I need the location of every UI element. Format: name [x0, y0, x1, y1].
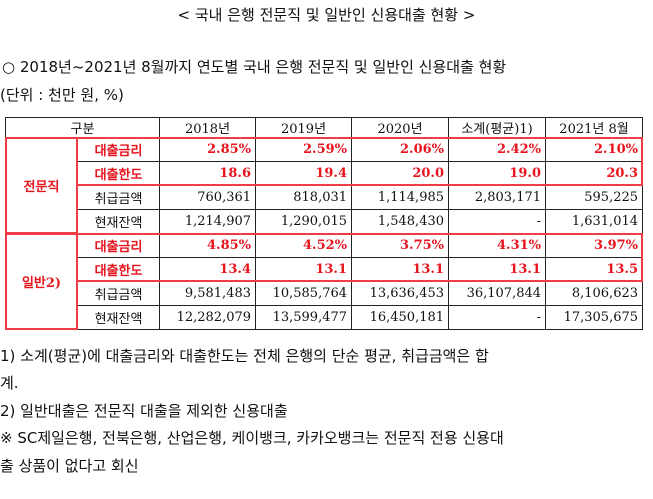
row-label: 대출한도	[76, 161, 161, 186]
table-cell: 2.10%	[545, 137, 644, 162]
row-label: 대출금리	[76, 233, 161, 258]
table-cell: 19.0	[448, 161, 547, 186]
footnote-1: 1) 소계(평균)에 대출금리와 대출한도는 전체 은행의 단순 평균, 취급금…	[0, 347, 489, 365]
header-2020: 2020년	[351, 117, 450, 138]
table-cell: 1,631,014	[545, 209, 644, 234]
table-row: 취급금액 9,581,483 10,585,764 13,636,453 36,107,…	[6, 281, 644, 306]
table-cell: 1,114,985	[351, 185, 450, 210]
table-cell: 13,636,453	[351, 281, 450, 306]
row-label: 대출한도	[76, 257, 161, 282]
row-label: 현재잔액	[76, 209, 161, 234]
table-cell: 20.3	[545, 161, 644, 186]
group-label: 전문직	[5, 137, 78, 234]
table-cell: 20.0	[351, 161, 450, 186]
table-cell: 13.4	[159, 257, 257, 282]
table-cell: 4.31%	[448, 233, 547, 258]
group-label: 일반2)	[5, 233, 78, 330]
table-cell: 13.1	[448, 257, 547, 282]
row-label: 대출금리	[76, 137, 161, 162]
table-row: 대출한도 18.6 19.4 20.0 19.0 20.3	[6, 161, 644, 186]
loan-table: 구분 2018년 2019년 2020년 소계(평균)1) 2021년 8월 전…	[4, 117, 644, 330]
header-category: 구분	[4, 117, 161, 138]
table-cell: 16,450,181	[351, 305, 450, 330]
table-row: 대출한도 13.4 13.1 13.1 13.1 13.5	[6, 257, 644, 282]
table-cell: 13,599,477	[255, 305, 353, 330]
footnote-2: 2) 일반대출은 전문직 대출을 제외한 신용대출	[0, 402, 288, 420]
table-cell: 2.85%	[159, 137, 257, 162]
footnote-1-cont: 계.	[0, 374, 19, 392]
header-2018: 2018년	[159, 117, 257, 138]
footnote-3: ※ SC제일은행, 전북은행, 산업은행, 케이뱅크, 카카오뱅크는 전문직 전…	[0, 429, 504, 447]
table-cell: -	[448, 305, 547, 330]
header-2019: 2019년	[255, 117, 353, 138]
table-row: 전문직 대출금리 2.85% 2.59% 2.06% 2.42% 2.10%	[5, 137, 644, 234]
table-cell: 36,107,844	[448, 281, 547, 306]
table-cell: 4.85%	[159, 233, 257, 258]
table-cell: 12,282,079	[159, 305, 257, 330]
table-cell: 13.5	[545, 257, 644, 282]
row-label: 취급금액	[76, 281, 161, 306]
table-cell: 1,290,015	[255, 209, 353, 234]
table-cell: 2.06%	[351, 137, 450, 162]
table-cell: 4.52%	[255, 233, 353, 258]
table-cell: 2,803,171	[448, 185, 547, 210]
table-cell: 1,214,907	[159, 209, 257, 234]
footnote-3-cont: 출 상품이 없다고 회신	[0, 457, 139, 475]
table-cell: 595,225	[545, 185, 644, 210]
table-row: 현재잔액 1,214,907 1,290,015 1,548,430-1,631,01…	[6, 209, 644, 234]
table-cell: 13.1	[351, 257, 450, 282]
table-cell: 1,548,430	[351, 209, 450, 234]
table-cell: 18.6	[159, 161, 257, 186]
table-header-row: 구분 2018년 2019년 2020년 소계(평균)1) 2021년 8월	[4, 117, 644, 138]
unit-label: (단위 : 천만 원, %)	[0, 86, 124, 104]
table-cell: 3.75%	[351, 233, 450, 258]
table-cell: 10,585,764	[255, 281, 353, 306]
document-title: < 국내 은행 전문직 및 일반인 신용대출 현황 >	[177, 6, 476, 24]
table-cell: 8,106,623	[545, 281, 644, 306]
table-cell: 13.1	[255, 257, 353, 282]
header-2021-aug: 2021년 8월	[545, 117, 644, 138]
table-cell: -	[448, 209, 547, 234]
table-row: 일반2) 대출금리 4.85% 4.52% 3.75% 4.31% 3.97%	[5, 233, 644, 330]
table-cell: 9,581,483	[159, 281, 257, 306]
table-cell: 2.59%	[255, 137, 353, 162]
table-cell: 19.4	[255, 161, 353, 186]
table-cell: 2.42%	[448, 137, 547, 162]
table-cell: 3.97%	[545, 233, 644, 258]
header-subtotal: 소계(평균)1)	[448, 117, 547, 138]
row-label: 현재잔액	[76, 305, 161, 330]
subtitle: ○ 2018년~2021년 8월까지 연도별 국내 은행 전문직 및 일반인 신…	[2, 58, 507, 76]
table-cell: 818,031	[255, 185, 353, 210]
table-cell: 760,361	[159, 185, 257, 210]
table-cell: 17,305,675	[545, 305, 644, 330]
table-row: 취급금액 760,361 818,031 1,114,985 2,803,171 595,…	[6, 185, 644, 210]
table-row: 현재잔액 12,282,079 13,599,477 16,450,181-17,30…	[6, 305, 644, 330]
row-label: 취급금액	[76, 185, 161, 210]
